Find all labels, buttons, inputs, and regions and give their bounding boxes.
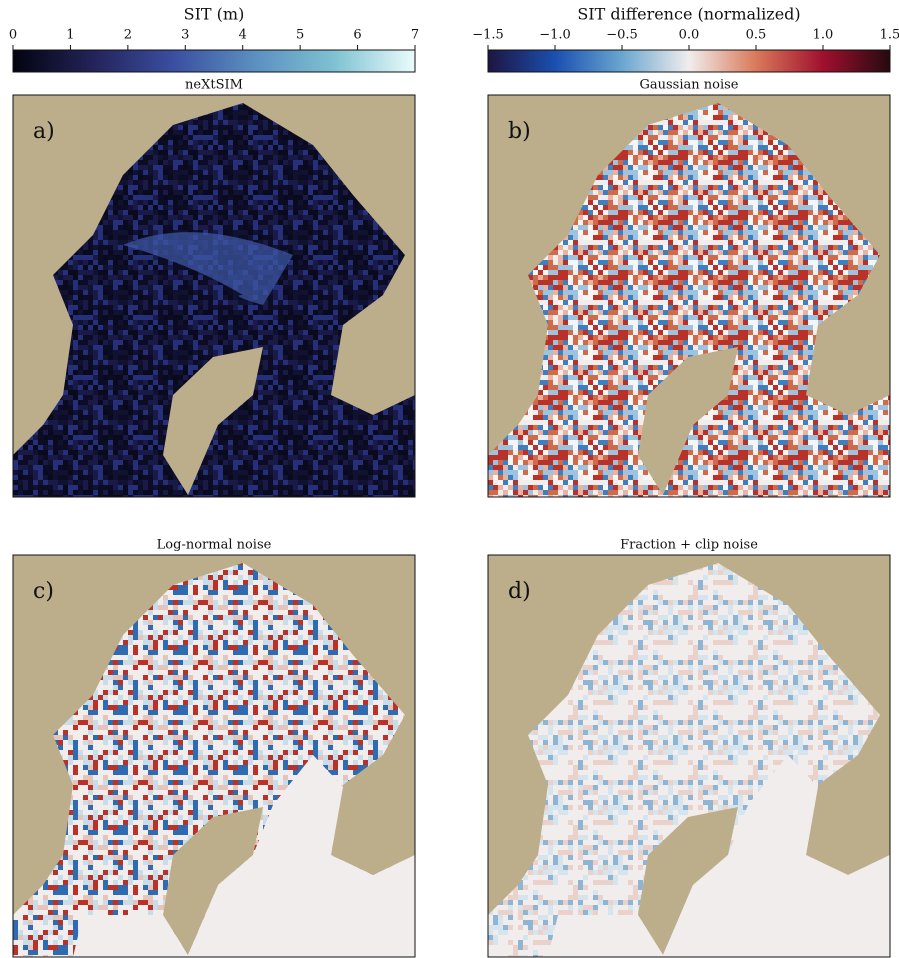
map: c) <box>13 555 415 957</box>
map: b) <box>488 95 890 497</box>
map: a) <box>13 95 415 497</box>
colorbar-label: SIT difference (normalized) <box>577 5 800 24</box>
colorbar-tick-label: −1.5 <box>472 28 504 43</box>
panel-title: neXtSIM <box>185 78 243 93</box>
colorbar <box>13 50 415 72</box>
colorbar-tick-label: 1.0 <box>813 28 834 43</box>
panel-label: c) <box>33 579 54 604</box>
panel-title: Gaussian noise <box>640 78 739 93</box>
panel-title: Fraction + clip noise <box>620 538 758 553</box>
colorbar-tick-label: −1.0 <box>539 28 571 43</box>
colorbar-label: SIT (m) <box>184 5 245 24</box>
colorbar-tick-label: −0.5 <box>606 28 638 43</box>
colorbar-tick-label: 6 <box>353 28 361 43</box>
colorbar-tick-label: 0 <box>9 28 17 43</box>
panel-label: a) <box>33 119 55 144</box>
colorbar-tick-label: 3 <box>181 28 189 43</box>
panel-title: Log-normal noise <box>157 538 272 553</box>
colorbar-tick-label: 5 <box>296 28 304 43</box>
panel-label: d) <box>508 579 531 604</box>
colorbar-tick-label: 0.5 <box>746 28 767 43</box>
map: d) <box>488 555 890 957</box>
colorbar-tick-label: 2 <box>124 28 132 43</box>
panel-label: b) <box>508 119 531 144</box>
colorbar <box>488 50 890 72</box>
figure: SIT (m) 0 1 2 3 4 5 6 7 SIT difference (normalize… <box>0 0 899 958</box>
colorbar-tick-label: 1 <box>66 28 74 43</box>
colorbar-tick-label: 7 <box>411 28 419 43</box>
colorbar-tick-label: 0.0 <box>679 28 700 43</box>
colorbar-tick-label: 1.5 <box>880 28 899 43</box>
colorbar-tick-label: 4 <box>239 28 247 43</box>
